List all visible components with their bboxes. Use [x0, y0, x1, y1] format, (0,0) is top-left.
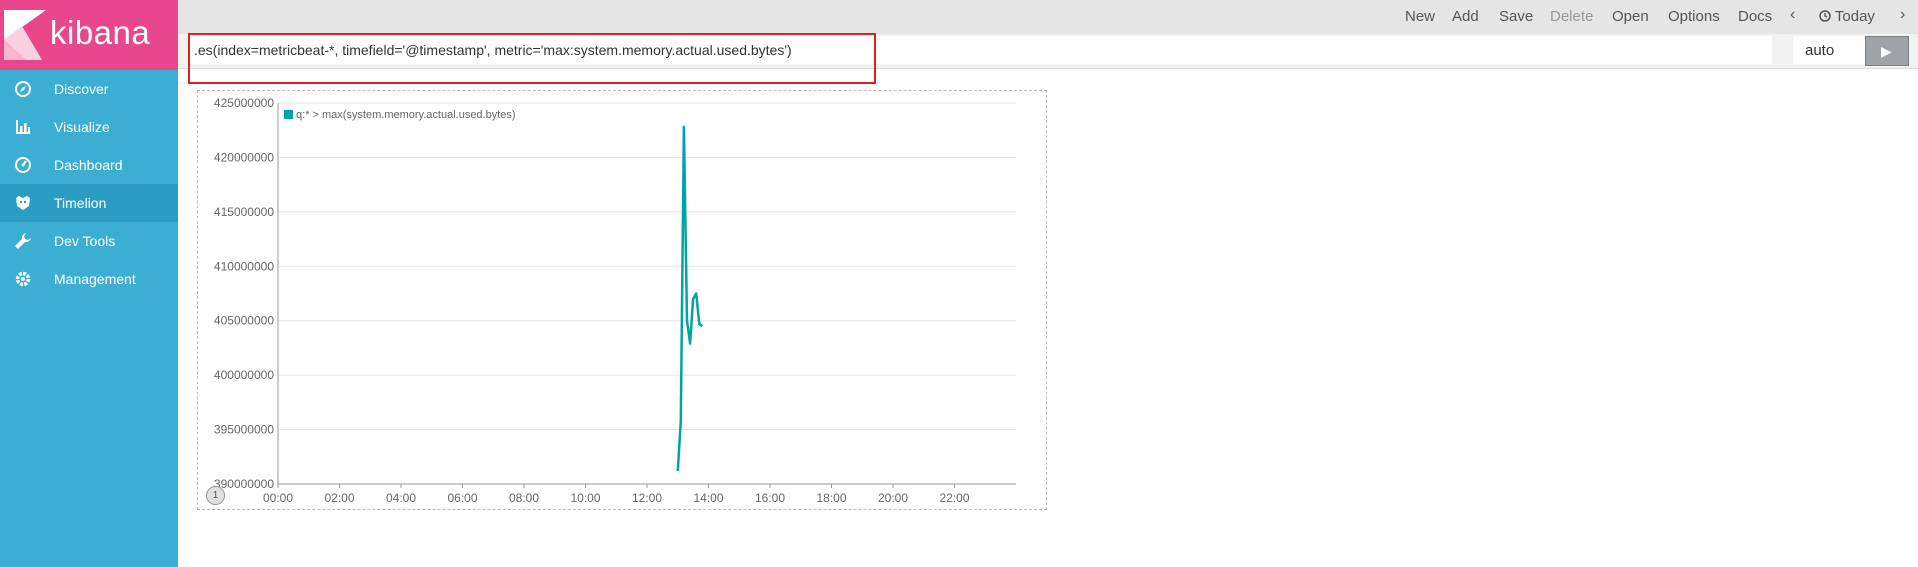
- y-tick-label: 400000000: [214, 368, 274, 382]
- sidebar-item-timelion[interactable]: Timelion: [0, 184, 178, 222]
- save-button[interactable]: Save: [1499, 8, 1534, 25]
- logo-text: kibana: [50, 14, 151, 51]
- chevron-left-icon[interactable]: ‹: [1790, 6, 1796, 23]
- sidebar-item-management[interactable]: Management: [0, 260, 178, 298]
- new-button[interactable]: New: [1405, 8, 1436, 25]
- compass-icon: [15, 81, 31, 97]
- dashboard-gauge-icon: [15, 157, 31, 173]
- sidebar-item-dashboard[interactable]: Dashboard: [0, 146, 178, 184]
- x-tick-label: 12:00: [632, 491, 662, 505]
- panel-number-badge[interactable]: 1: [206, 486, 225, 505]
- run-button[interactable]: ▶: [1865, 36, 1909, 66]
- line-chart: 390000000 395000000 400000000 405000000 4100…: [214, 96, 1016, 505]
- kibana-logo-icon: [4, 10, 46, 60]
- bar-chart-icon: [16, 120, 30, 134]
- x-tick-label: 00:00: [263, 491, 293, 505]
- y-tick-label: 425000000: [214, 96, 274, 110]
- sidebar-item-discover[interactable]: Discover: [0, 70, 178, 108]
- delete-button[interactable]: Delete: [1550, 8, 1594, 25]
- y-tick-label: 390000000: [214, 477, 274, 491]
- kibana-logo[interactable]: kibana: [0, 0, 178, 70]
- legend-swatch: [284, 110, 293, 119]
- x-tick-label: 16:00: [755, 491, 785, 505]
- expression-bar: auto ▼ ▶: [178, 34, 1918, 69]
- x-tick-label: 04:00: [386, 491, 416, 505]
- y-tick-label: 415000000: [214, 205, 274, 219]
- chevron-right-icon[interactable]: ›: [1900, 6, 1906, 23]
- sidebar-item-label: Discover: [54, 81, 109, 97]
- clock-icon: [1819, 10, 1831, 22]
- sidebar-item-label: Timelion: [54, 195, 107, 211]
- series-line: [676, 125, 704, 471]
- docs-button[interactable]: Docs: [1738, 8, 1773, 25]
- chart-legend[interactable]: q:* > max(system.memory.actual.used.byte…: [284, 109, 516, 121]
- x-tick-label: 02:00: [324, 491, 354, 505]
- timelion-icon: [16, 196, 30, 210]
- x-tick-label: 22:00: [939, 491, 969, 505]
- sidebar-item-label: Visualize: [54, 119, 110, 135]
- sidebar-item-visualize[interactable]: Visualize: [0, 108, 178, 146]
- top-nav-bar: New Add Save Delete Open Options Docs ‹ …: [178, 0, 1918, 34]
- x-tick-label: 06:00: [447, 491, 477, 505]
- sidebar: kibana Discover Visualize Dashboard Time…: [0, 0, 178, 567]
- timelion-chart-panel[interactable]: 390000000 395000000 400000000 405000000 4100…: [197, 90, 1047, 510]
- sidebar-item-label: Dev Tools: [54, 233, 116, 249]
- x-tick-label: 10:00: [570, 491, 600, 505]
- open-button[interactable]: Open: [1612, 8, 1649, 25]
- time-picker[interactable]: Today: [1819, 8, 1875, 25]
- play-icon: ▶: [1881, 43, 1892, 59]
- y-tick-label: 395000000: [214, 423, 274, 437]
- add-button[interactable]: Add: [1452, 8, 1479, 25]
- wrench-icon: [15, 233, 31, 249]
- y-tick-label: 405000000: [214, 314, 274, 328]
- gear-icon: [15, 271, 31, 287]
- x-tick-label: 08:00: [509, 491, 539, 505]
- sidebar-item-dev-tools[interactable]: Dev Tools: [0, 222, 178, 260]
- y-tick-label: 420000000: [214, 150, 274, 164]
- expression-input[interactable]: [190, 36, 1772, 64]
- interval-value: auto: [1805, 42, 1835, 59]
- x-tick-label: 14:00: [693, 491, 723, 505]
- expression-highlight-box: [188, 33, 876, 84]
- x-tick-label: 18:00: [816, 491, 846, 505]
- sidebar-item-label: Management: [54, 271, 136, 287]
- time-range-label: Today: [1834, 8, 1875, 25]
- x-tick-label: 20:00: [878, 491, 908, 505]
- sidebar-item-label: Dashboard: [54, 157, 123, 173]
- y-tick-label: 410000000: [214, 259, 274, 273]
- options-button[interactable]: Options: [1668, 8, 1720, 25]
- legend-label: q:* > max(system.memory.actual.used.byte…: [296, 109, 516, 121]
